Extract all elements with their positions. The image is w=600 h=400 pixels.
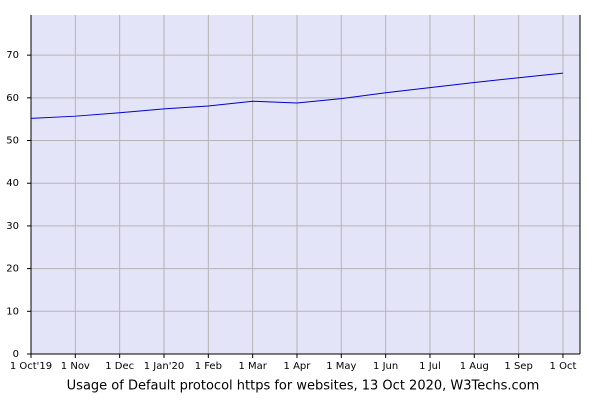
x-tick-label: 1 Mar xyxy=(238,361,267,372)
y-tick-label: 30 xyxy=(6,221,19,232)
y-tick-label: 0 xyxy=(13,349,19,360)
plot-area xyxy=(31,15,580,354)
x-tick-label: 1 May xyxy=(326,361,356,372)
x-tick-label: 1 Oct xyxy=(550,361,577,372)
x-tick-label: 1 Oct'19 xyxy=(10,361,52,372)
y-tick-label: 70 xyxy=(6,50,19,61)
y-tick-label: 40 xyxy=(6,178,19,189)
x-tick-label: 1 Dec xyxy=(105,361,134,372)
y-tick-label: 50 xyxy=(6,136,19,147)
chart-title: Usage of Default protocol https for webs… xyxy=(67,379,540,394)
y-tick-label: 20 xyxy=(6,264,19,275)
x-tick-label: 1 Nov xyxy=(61,361,90,372)
x-tick-label: 1 Jul xyxy=(419,361,441,372)
x-tick-label: 1 Feb xyxy=(195,361,222,372)
x-tick-label: 1 Jun xyxy=(373,361,398,372)
line-series xyxy=(30,72,564,119)
x-tick-label: 1 Sep xyxy=(504,361,532,372)
y-tick-label: 60 xyxy=(6,93,19,104)
y-tick-label: 10 xyxy=(6,306,19,317)
x-tick-label: 1 Aug xyxy=(460,361,489,372)
x-tick-label: 1 Apr xyxy=(284,361,312,372)
x-tick-label: 1 Jan'20 xyxy=(144,361,184,372)
